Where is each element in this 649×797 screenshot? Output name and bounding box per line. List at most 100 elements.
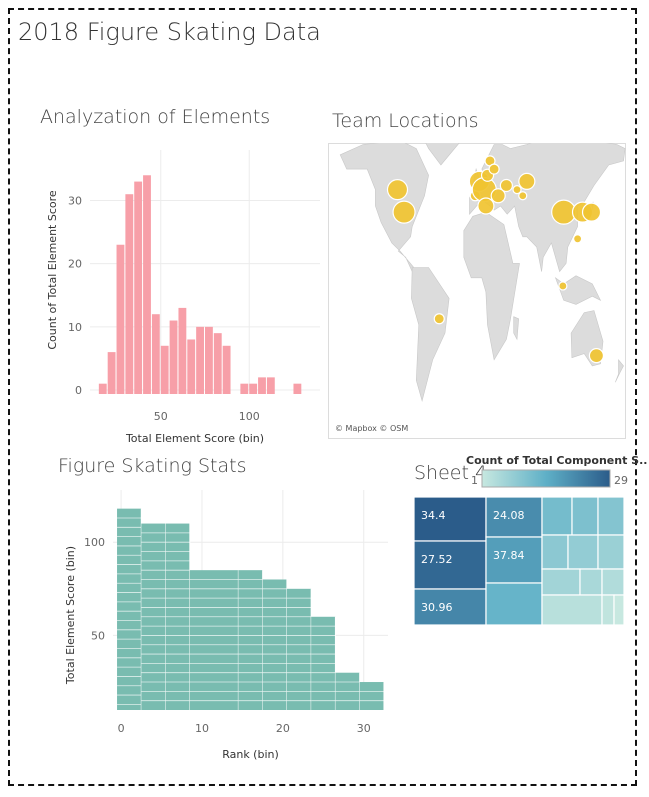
- legend-min-label: 1: [471, 474, 478, 487]
- treemap-cell-label: 27.52: [421, 553, 453, 566]
- histogram-bar: [258, 377, 266, 394]
- team-location-marker: [518, 191, 528, 201]
- dashboard-frame: [8, 8, 637, 786]
- treemap-cell-label: 37.84: [493, 549, 525, 562]
- treemap-cell: [567, 534, 599, 570]
- hist-x-label: Total Element Score (bin): [125, 432, 264, 445]
- hist-y-tick: 10: [68, 321, 82, 334]
- treemap-cell: [541, 594, 603, 625]
- histogram-title: Analyzation of Elements: [40, 106, 271, 128]
- stats-bar: [189, 570, 239, 710]
- legend-gradient-bar: [481, 469, 611, 488]
- treemap-cell: [541, 534, 569, 570]
- map-landmasses: [339, 143, 626, 402]
- histogram-bar: [249, 383, 258, 394]
- stats-x-tick: 10: [195, 722, 209, 735]
- map-land-shape: [513, 316, 520, 341]
- legend-max-label: 29: [614, 474, 628, 487]
- stats-x-tick: 20: [276, 722, 290, 735]
- stats-bar: [359, 682, 385, 710]
- treemap-cell: [579, 568, 603, 596]
- team-location-marker: [490, 188, 506, 204]
- stats-bar: [238, 570, 264, 710]
- hist-y-tick: 30: [68, 195, 82, 208]
- map-land-shape: [615, 358, 624, 383]
- treemap-cell: [601, 568, 624, 596]
- stats-y-label: Total Element Score (bin): [64, 546, 77, 685]
- team-location-marker: [488, 163, 500, 175]
- treemap-legend-title: Count of Total Component S..: [466, 454, 648, 467]
- histogram-bar: [125, 194, 134, 394]
- histogram-bar: [160, 345, 169, 394]
- team-location-marker: [386, 178, 409, 201]
- treemap-cell: 24.08: [485, 497, 543, 538]
- treemap-cell-label: 30.96: [421, 601, 453, 614]
- treemap-cell: 30.96: [414, 588, 487, 625]
- stats-chart[interactable]: 50 100 0 10 20 30 Rank (bin) Total Element Scor…: [58, 485, 403, 770]
- team-location-marker: [573, 234, 583, 244]
- map-land-shape: [425, 143, 460, 166]
- team-location-marker: [499, 178, 513, 193]
- treemap-cell: [541, 568, 581, 596]
- treemap-cell: 37.84: [485, 536, 543, 584]
- map-title: Team Locations: [332, 110, 479, 132]
- stats-bar: [117, 508, 142, 710]
- stats-x-tick: 0: [118, 722, 125, 735]
- histogram-bar: [222, 345, 231, 394]
- map-land-shape: [463, 211, 520, 361]
- treemap-cell: [613, 594, 624, 625]
- stats-bar: [262, 579, 288, 710]
- sheet4-title: Sheet 4: [414, 462, 488, 484]
- histogram-bar: [151, 314, 160, 394]
- stats-y-tick: 100: [84, 536, 105, 549]
- histogram-bar: [178, 307, 187, 394]
- treemap-cell: [571, 497, 599, 536]
- hist-x-tick: 50: [154, 410, 168, 423]
- histogram-bar: [196, 326, 204, 394]
- team-locations-map[interactable]: [328, 143, 626, 439]
- map-attribution: © Mapbox © OSM: [335, 424, 409, 433]
- map-land-shape: [411, 267, 450, 402]
- map-land-shape: [339, 143, 429, 273]
- stats-y-tick: 50: [91, 629, 105, 642]
- map-land-shape: [554, 275, 602, 305]
- stats-bar: [311, 616, 336, 710]
- treemap-cell: [541, 497, 573, 536]
- histogram-bar: [293, 383, 302, 394]
- treemap-color-legend: 1 29: [471, 469, 628, 488]
- histogram-bar: [143, 175, 151, 394]
- stats-x-tick: 30: [357, 722, 371, 735]
- histogram-bar: [107, 352, 116, 394]
- treemap-cell: [597, 534, 624, 570]
- treemap-chart[interactable]: 34.4 27.52 30.96 24.08 37.84: [414, 497, 624, 625]
- treemap-cell: [485, 582, 543, 625]
- treemap-cell-label: 34.4: [421, 509, 446, 522]
- histogram-bar: [134, 181, 143, 394]
- team-location-marker: [392, 200, 416, 224]
- dashboard-title: 2018 Figure Skating Data: [18, 18, 321, 46]
- histogram-bar: [187, 339, 196, 394]
- stats-bar: [165, 523, 191, 710]
- team-location-marker: [558, 281, 568, 291]
- stats-bar: [141, 523, 167, 710]
- team-location-marker: [477, 197, 495, 215]
- stats-bar: [335, 672, 361, 710]
- histogram-bar: [205, 326, 213, 394]
- histogram-bar: [116, 244, 125, 394]
- treemap-cell: 27.52: [414, 540, 487, 590]
- team-location-marker: [512, 184, 522, 195]
- histogram-bar: [266, 377, 275, 394]
- treemap-cell: [597, 497, 624, 536]
- hist-y-tick: 0: [75, 384, 82, 397]
- team-location-marker: [581, 202, 602, 222]
- team-location-marker: [433, 313, 445, 325]
- histogram-bar: [213, 333, 222, 394]
- histogram-bar: [240, 383, 249, 394]
- treemap-cell-label: 24.08: [493, 509, 525, 522]
- histogram-bar: [98, 383, 107, 394]
- stats-title: Figure Skating Stats: [58, 455, 247, 477]
- hist-y-tick: 20: [68, 258, 82, 271]
- histogram-bar: [169, 320, 178, 394]
- team-location-marker: [518, 172, 536, 191]
- histogram-chart[interactable]: 0 10 20 30 50 100 Total Element Score (bin) Cou…: [40, 140, 325, 450]
